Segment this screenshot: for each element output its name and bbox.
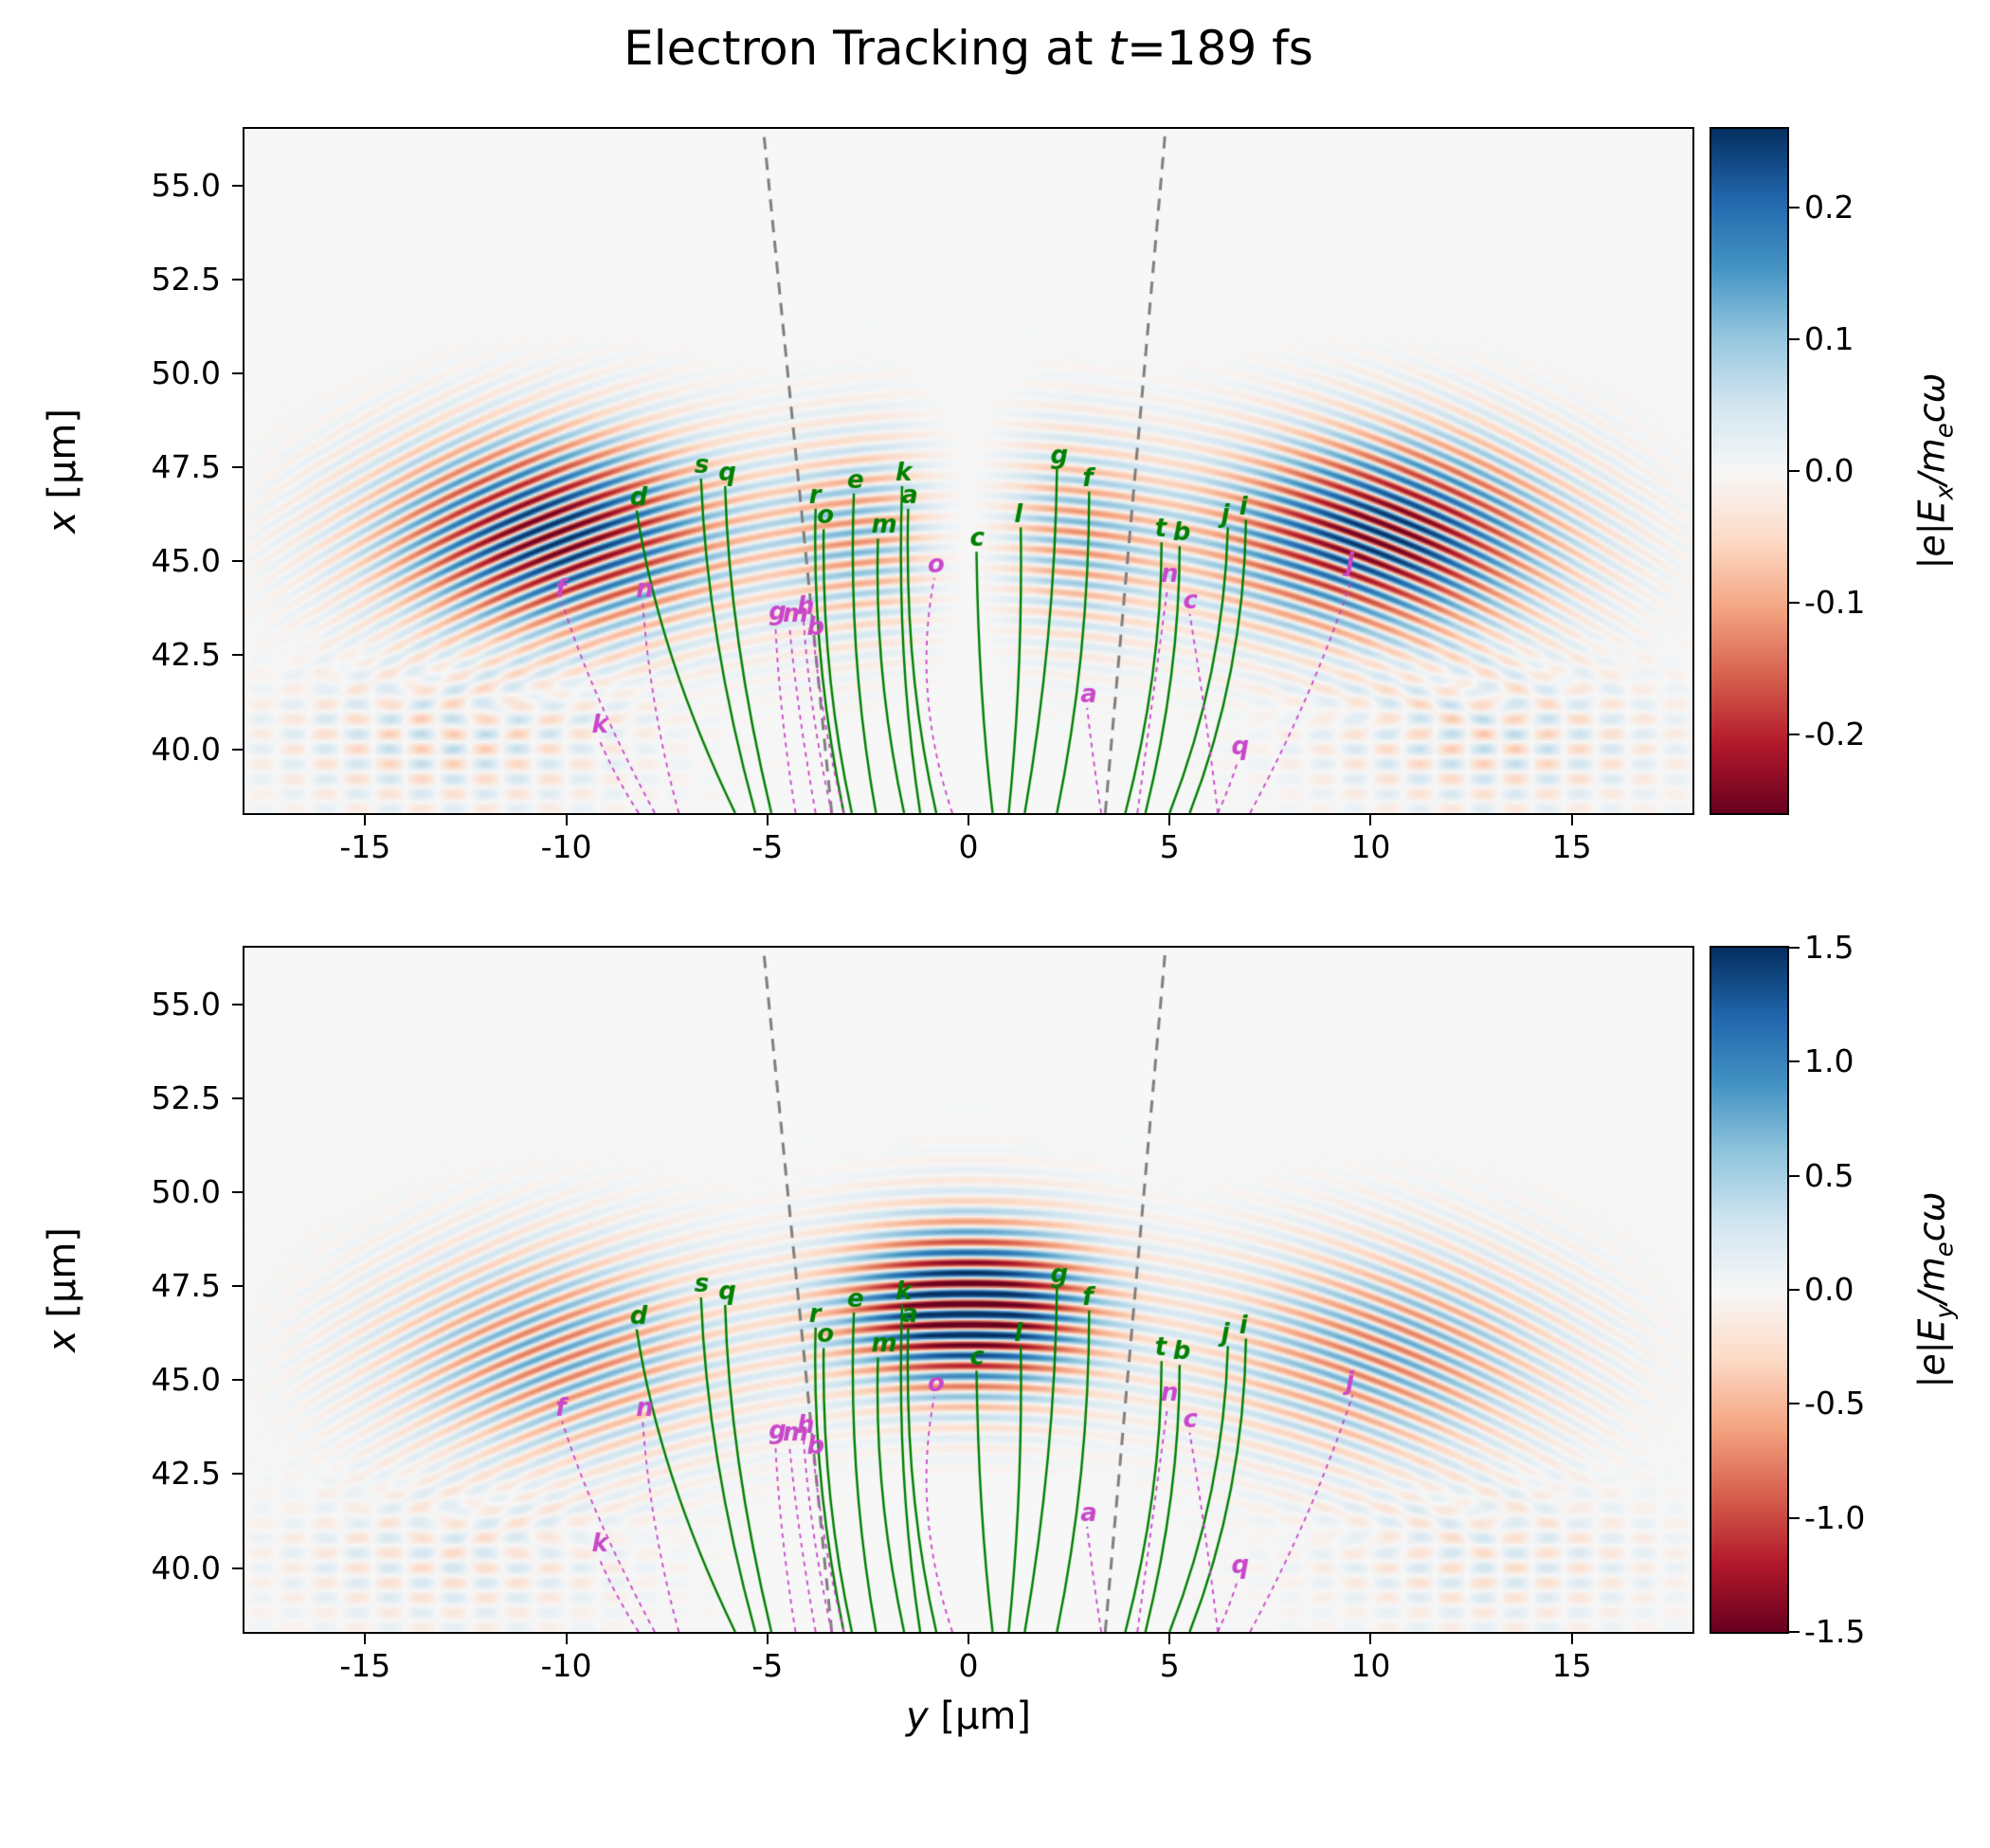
y-tick-mark: [232, 1473, 243, 1476]
x-tick-mark: [565, 815, 568, 825]
y-tick-mark: [232, 1285, 243, 1288]
x-tick-label: 0: [958, 1647, 979, 1684]
ex-field-panel: [243, 127, 1694, 815]
colorbar-tick-mark: [1789, 338, 1800, 341]
colorbar-tick-mark: [1789, 470, 1800, 472]
y-tick-mark: [232, 1379, 243, 1382]
x-tick-label: -10: [540, 1647, 592, 1684]
x-tick-mark: [1369, 815, 1372, 825]
x-tick-label: 15: [1551, 828, 1592, 865]
x-tick-mark: [364, 1634, 367, 1644]
title-variable-t: t: [1108, 21, 1127, 76]
ey-y-axis-label: x [µm]: [41, 1226, 84, 1353]
y-tick-label: 45.0: [151, 542, 221, 580]
colorbar-tick-label: -0.2: [1804, 715, 1866, 752]
y-tick-label: 50.0: [151, 353, 221, 391]
chart-title: Electron Tracking at t=189 fs: [243, 21, 1694, 76]
x-tick-mark: [1369, 1634, 1372, 1644]
colorbar-tick-mark: [1789, 1516, 1800, 1519]
y-tick-label: 47.5: [151, 1267, 221, 1305]
colorbar-tick-label: 1.0: [1804, 1042, 1854, 1080]
colorbar-tick-label: 0.0: [1804, 452, 1854, 489]
x-tick-label: -5: [751, 1647, 784, 1684]
colorbar-tick-mark: [1789, 733, 1800, 735]
y-tick-mark: [232, 1567, 243, 1569]
ey-field-panel: [243, 946, 1694, 1634]
title-value: 189 fs: [1166, 21, 1313, 76]
colorbar-tick-label: -1.5: [1804, 1613, 1866, 1650]
y-tick-mark: [232, 748, 243, 751]
colorbar-tick-mark: [1789, 1289, 1800, 1291]
x-tick-label: -15: [339, 1647, 391, 1684]
y-tick-label: 40.0: [151, 1549, 221, 1586]
ey-field-heatmap-canvas: [244, 948, 1692, 1632]
colorbar-tick-mark: [1789, 1403, 1800, 1405]
x-tick-mark: [766, 1634, 769, 1644]
colorbar-tick-label: 0.2: [1804, 189, 1854, 226]
x-tick-mark: [364, 815, 367, 825]
colorbar-tick-mark: [1789, 947, 1800, 949]
y-tick-label: 55.0: [151, 166, 221, 204]
y-tick-label: 45.0: [151, 1361, 221, 1399]
x-tick-mark: [1168, 815, 1171, 825]
ex-y-axis-label: x [µm]: [41, 408, 84, 534]
x-tick-label: 15: [1551, 1647, 1592, 1684]
colorbar-tick-label: -0.1: [1804, 583, 1866, 621]
x-tick-label: 5: [1159, 1647, 1180, 1684]
x-tick-label: 0: [958, 828, 979, 865]
colorbar-tick-mark: [1789, 601, 1800, 604]
ex-colorbar: [1710, 127, 1789, 815]
colorbar-tick-label: 0.5: [1804, 1156, 1854, 1194]
colorbar-tick-mark: [1789, 207, 1800, 209]
y-tick-mark: [232, 654, 243, 657]
x-axis-label: y [µm]: [905, 1694, 1031, 1738]
ey-colorbar: [1710, 946, 1789, 1634]
x-tick-label: -5: [751, 828, 784, 865]
title-equals: =: [1126, 21, 1167, 76]
y-tick-mark: [232, 278, 243, 281]
y-tick-mark: [232, 1003, 243, 1006]
y-tick-label: 55.0: [151, 985, 221, 1023]
colorbar-tick-label: 0.0: [1804, 1271, 1854, 1308]
x-tick-mark: [1570, 1634, 1573, 1644]
y-tick-label: 52.5: [151, 1078, 221, 1116]
y-tick-mark: [232, 371, 243, 374]
x-tick-label: 5: [1159, 828, 1180, 865]
colorbar-tick-label: 1.5: [1804, 929, 1854, 966]
x-tick-label: -15: [339, 828, 391, 865]
x-tick-mark: [968, 1634, 969, 1644]
colorbar-tick-mark: [1789, 1060, 1800, 1063]
y-tick-label: 47.5: [151, 448, 221, 486]
x-tick-mark: [1168, 1634, 1171, 1644]
x-tick-label: 10: [1350, 1647, 1391, 1684]
y-tick-mark: [232, 184, 243, 187]
y-tick-mark: [232, 466, 243, 469]
y-tick-label: 52.5: [151, 260, 221, 298]
colorbar-tick-label: 0.1: [1804, 320, 1854, 358]
colorbar-tick-mark: [1789, 1174, 1800, 1177]
x-tick-mark: [766, 815, 769, 825]
y-tick-label: 42.5: [151, 1455, 221, 1493]
y-tick-mark: [232, 1096, 243, 1099]
y-tick-mark: [232, 560, 243, 563]
x-tick-mark: [565, 1634, 568, 1644]
x-tick-mark: [1570, 815, 1573, 825]
ex-field-heatmap-canvas: [244, 129, 1692, 813]
colorbar-tick-label: -0.5: [1804, 1385, 1866, 1422]
colorbar-tick-mark: [1789, 1631, 1800, 1633]
title-text: Electron Tracking at: [624, 21, 1109, 76]
x-tick-label: -10: [540, 828, 592, 865]
x-tick-label: 10: [1350, 828, 1391, 865]
y-tick-mark: [232, 1190, 243, 1193]
colorbar-tick-label: -1.0: [1804, 1498, 1866, 1536]
ex-colorbar-canvas: [1711, 129, 1787, 813]
y-tick-label: 50.0: [151, 1172, 221, 1210]
y-tick-label: 40.0: [151, 730, 221, 768]
ey-colorbar-canvas: [1711, 948, 1787, 1632]
y-tick-label: 42.5: [151, 636, 221, 674]
x-tick-mark: [968, 815, 969, 825]
